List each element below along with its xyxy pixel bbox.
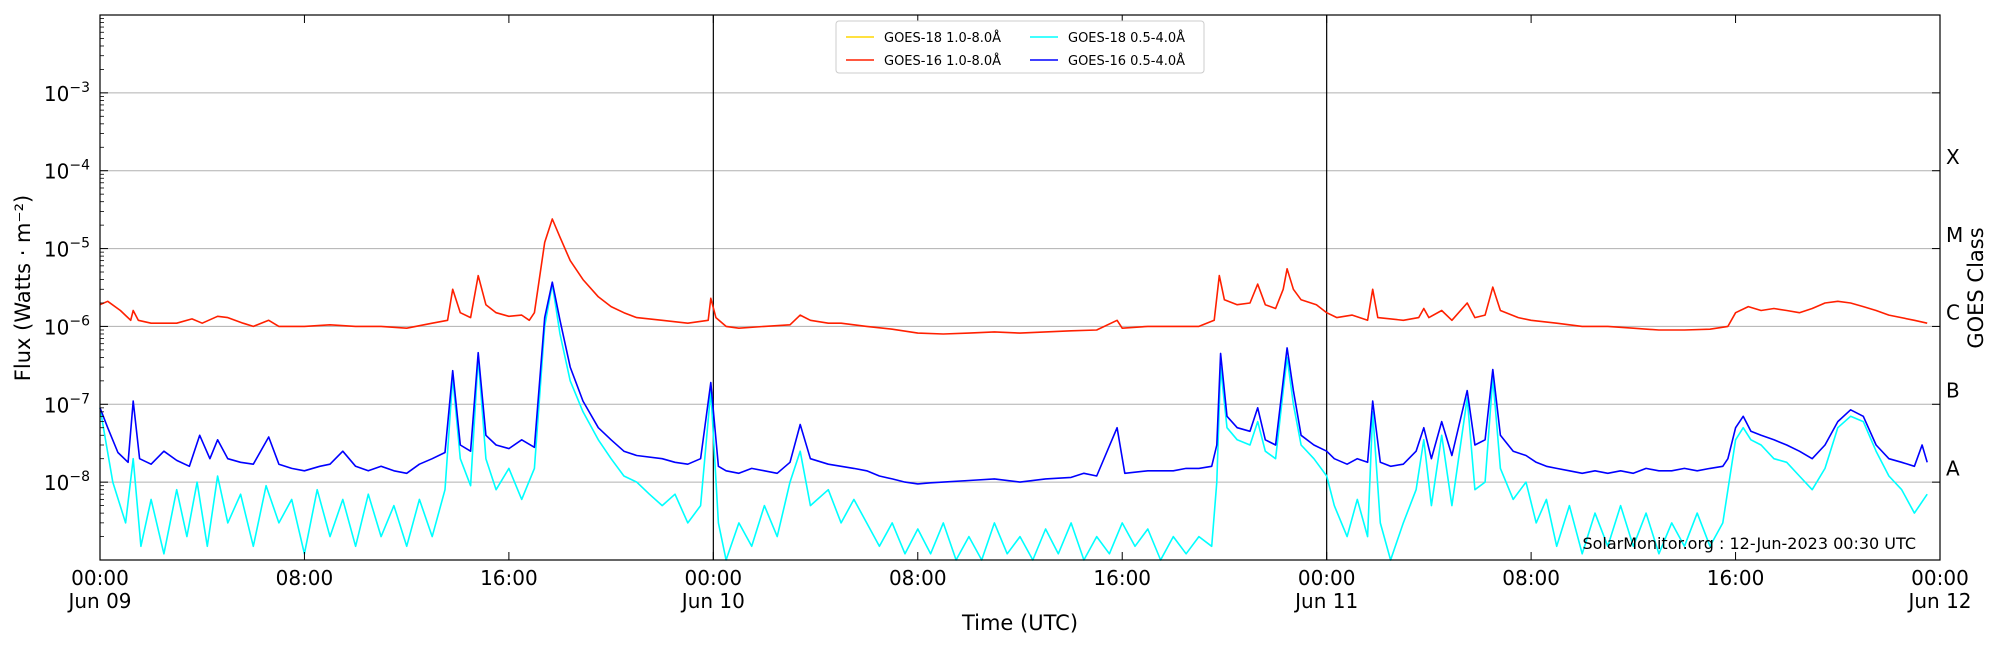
y-axis-title: Flux (Watts · m⁻²) — [11, 195, 35, 381]
grid-lines — [100, 92, 1940, 483]
goes-class-x: X — [1946, 145, 1960, 169]
x-tick-time-9: 00:00 — [1911, 566, 1969, 590]
goes-class-m: M — [1946, 223, 1963, 247]
x-tick-time-5: 16:00 — [1093, 566, 1151, 590]
plot-frame — [99, 14, 1941, 561]
x-tick-time-4: 08:00 — [889, 566, 947, 590]
series-lines — [99, 218, 1928, 561]
y-tick-label-3: 10−5 — [44, 236, 90, 262]
x-tick-date-3: Jun 10 — [680, 589, 745, 613]
y-tick-label-1: 10−7 — [44, 391, 90, 417]
credit-text: SolarMonitor.org : 12-Jun-2023 00:30 UTC — [1582, 534, 1916, 553]
y-axis-ticks: 10−8 10−7 10−6 10−5 10−4 10−3 — [44, 18, 1940, 537]
x-tick-time-2: 16:00 — [480, 566, 538, 590]
y-tick-label-4: 10−4 — [44, 158, 90, 184]
series-line-1 — [99, 218, 1928, 335]
legend-label-1: GOES-16 1.0-8.0Å — [884, 53, 1001, 69]
x-tick-time-0: 00:00 — [71, 566, 129, 590]
goes-class-axis-title: GOES Class — [1964, 227, 1988, 348]
x-tick-time-8: 16:00 — [1707, 566, 1765, 590]
goes-class-b: B — [1946, 379, 1960, 403]
series-line-2 — [99, 283, 1928, 561]
goes-class-labels: A B C M X — [1946, 145, 1963, 480]
y-tick-label-0: 10−8 — [44, 469, 90, 495]
goes-class-a: A — [1946, 456, 1960, 480]
legend-label-2: GOES-18 0.5-4.0Å — [1068, 30, 1185, 46]
day-dividers — [712, 15, 1328, 560]
x-tick-time-7: 08:00 — [1502, 566, 1560, 590]
y-tick-label-5: 10−3 — [44, 80, 90, 106]
x-axis-title: Time (UTC) — [961, 611, 1078, 635]
goes-class-c: C — [1946, 301, 1960, 325]
x-tick-time-1: 08:00 — [276, 566, 334, 590]
x-tick-time-3: 00:00 — [685, 566, 743, 590]
legend-label-3: GOES-16 0.5-4.0Å — [1068, 53, 1185, 69]
legend-box — [835, 20, 1205, 74]
x-tick-time-6: 00:00 — [1298, 566, 1356, 590]
x-tick-date-9: Jun 12 — [1906, 589, 1971, 613]
legend: GOES-18 1.0-8.0Å GOES-18 0.5-4.0Å GOES-16 … — [835, 20, 1205, 74]
x-tick-date-6: Jun 11 — [1293, 589, 1358, 613]
x-tick-date-0: Jun 09 — [66, 589, 131, 613]
y-tick-label-2: 10−6 — [44, 313, 90, 339]
series-line-3 — [99, 281, 1928, 485]
legend-label-0: GOES-18 1.0-8.0Å — [884, 30, 1001, 46]
plot-background — [100, 15, 1940, 560]
